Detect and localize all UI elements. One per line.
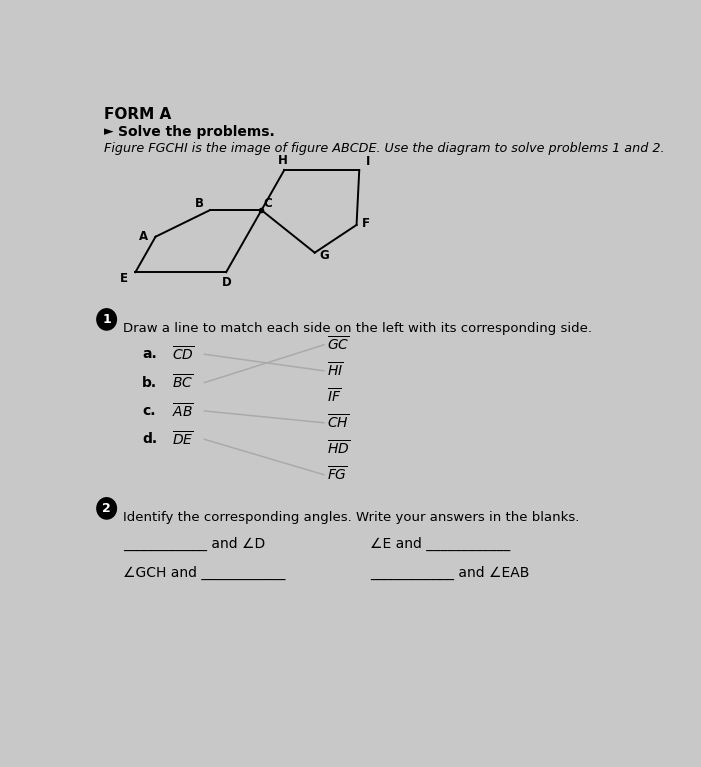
Text: H: H — [278, 154, 288, 167]
Text: Draw a line to match each side on the left with its corresponding side.: Draw a line to match each side on the le… — [123, 322, 592, 335]
Text: ∠E and ____________: ∠E and ____________ — [370, 537, 510, 551]
Text: A: A — [139, 230, 148, 243]
Text: 2: 2 — [102, 502, 111, 515]
Text: a.: a. — [142, 347, 157, 361]
Text: FORM A: FORM A — [104, 107, 171, 122]
Text: $\overline{IF}$: $\overline{IF}$ — [327, 387, 341, 406]
Text: F: F — [362, 217, 370, 230]
Text: $\overline{FG}$: $\overline{FG}$ — [327, 466, 348, 484]
Text: C: C — [264, 196, 273, 209]
Circle shape — [97, 498, 116, 519]
Text: $\overline{DE}$: $\overline{DE}$ — [172, 430, 193, 449]
Text: c.: c. — [142, 404, 156, 418]
Text: 1: 1 — [102, 313, 111, 326]
Text: B: B — [194, 196, 203, 209]
Text: ____________ and ∠D: ____________ and ∠D — [123, 537, 265, 551]
Text: $\overline{CD}$: $\overline{CD}$ — [172, 345, 194, 364]
Text: Figure FGCHI is the image of figure ABCDE. Use the diagram to solve problems 1 a: Figure FGCHI is the image of figure ABCD… — [104, 142, 665, 155]
Text: $\overline{HD}$: $\overline{HD}$ — [327, 439, 350, 458]
Text: D: D — [222, 276, 232, 289]
Text: ∠GCH and ____________: ∠GCH and ____________ — [123, 566, 285, 581]
Text: ____________ and ∠EAB: ____________ and ∠EAB — [370, 566, 529, 581]
Text: b.: b. — [142, 376, 157, 390]
Text: $\overline{BC}$: $\overline{BC}$ — [172, 374, 193, 392]
Text: G: G — [320, 249, 329, 262]
Circle shape — [97, 309, 116, 330]
Text: Identify the corresponding angles. Write your answers in the blanks.: Identify the corresponding angles. Write… — [123, 512, 579, 525]
Text: $\overline{HI}$: $\overline{HI}$ — [327, 362, 343, 380]
Text: E: E — [119, 272, 128, 285]
Text: d.: d. — [142, 433, 157, 446]
Text: I: I — [366, 155, 370, 168]
Text: $\overline{GC}$: $\overline{GC}$ — [327, 336, 349, 354]
Text: ►: ► — [104, 124, 118, 137]
Text: $\overline{CH}$: $\overline{CH}$ — [327, 413, 349, 432]
Text: Solve the problems.: Solve the problems. — [118, 124, 274, 139]
Text: $\overline{AB}$: $\overline{AB}$ — [172, 402, 193, 420]
